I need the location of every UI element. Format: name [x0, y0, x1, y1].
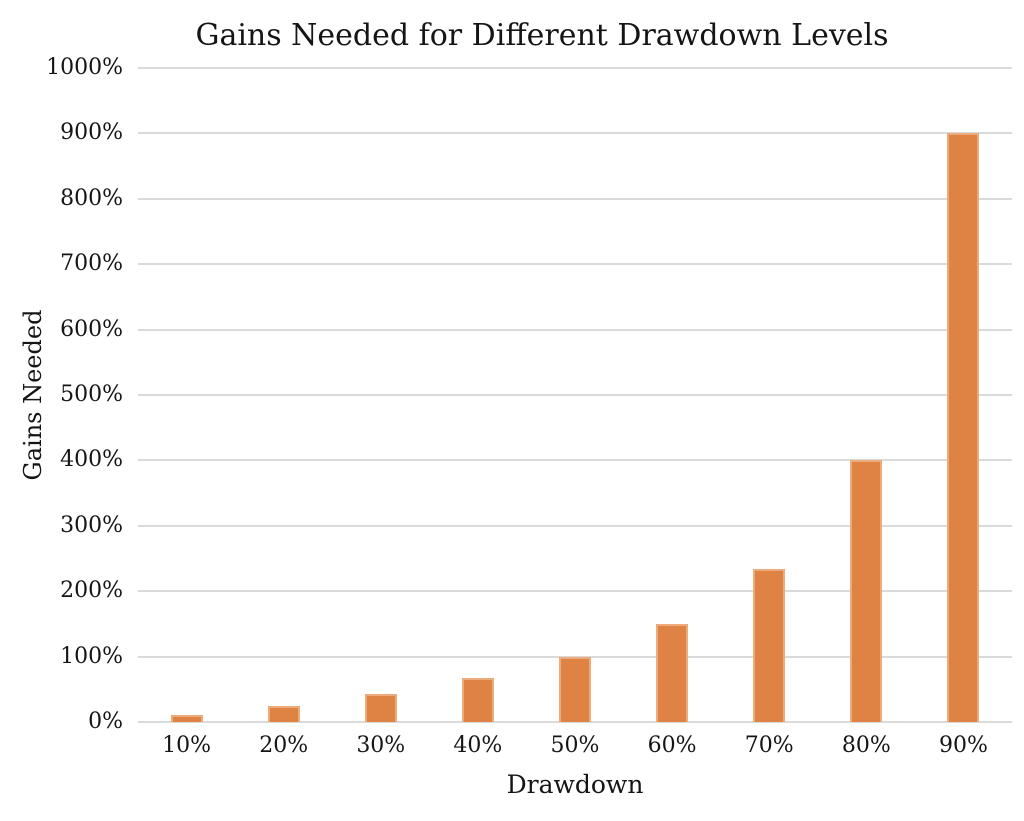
- bar-drawdown-90%: [947, 133, 980, 722]
- y-tick-label: 1000%: [46, 55, 123, 80]
- y-tick-label: 0%: [88, 709, 123, 734]
- y-tick-label: 800%: [60, 185, 123, 211]
- x-tick-label: 60%: [647, 733, 697, 758]
- bar-drawdown-20%: [267, 705, 300, 722]
- gridline: [138, 197, 1012, 200]
- y-tick-label: 100%: [60, 643, 123, 669]
- plot-area: 0% 100% 200% 300% 400% 500% 600% 700% 800% 900% 10…: [46, 57, 1012, 757]
- y-tick-label: 700%: [60, 251, 123, 277]
- bar-drawdown-70%: [753, 569, 786, 722]
- bar-drawdown-40%: [461, 678, 494, 722]
- y-tick-label: 600%: [60, 316, 123, 342]
- gridline: [138, 263, 1012, 266]
- y-tick-label: 200%: [60, 578, 123, 604]
- x-tick-label: 80%: [841, 733, 891, 758]
- x-tick-label: 90%: [938, 733, 988, 758]
- y-tick-label: 400%: [60, 447, 123, 473]
- x-tick-label: 10%: [162, 733, 211, 758]
- x-axis-title: Drawdown: [506, 770, 644, 799]
- y-tick-label: 900%: [60, 120, 123, 146]
- bar-drawdown-50%: [559, 656, 591, 722]
- y-tick-label: 500%: [60, 382, 123, 407]
- gridline: [138, 721, 1012, 723]
- gridline: [138, 524, 1012, 527]
- gridline: [138, 328, 1012, 331]
- x-tick-label: 20%: [259, 733, 309, 758]
- x-tick-label: 30%: [356, 733, 406, 758]
- bar-drawdown-60%: [656, 623, 689, 722]
- y-axis-title: Gains Needed: [19, 309, 47, 481]
- gridline: [138, 459, 1012, 462]
- gridline: [138, 590, 1012, 593]
- bar-drawdown-10%: [170, 714, 203, 722]
- x-tick-label: 70%: [744, 733, 794, 758]
- bar-drawdown-80%: [850, 460, 883, 722]
- gridline: [138, 132, 1012, 135]
- gridline: [138, 655, 1012, 658]
- gridline: [138, 394, 1012, 396]
- x-tick-label: 50%: [550, 733, 600, 758]
- chart-title: Gains Needed for Different Drawdown Leve…: [195, 18, 889, 53]
- bar-drawdown-30%: [364, 693, 397, 722]
- x-tick-label: 40%: [453, 733, 503, 758]
- gridline: [138, 67, 1012, 69]
- y-tick-label: 300%: [60, 512, 123, 538]
